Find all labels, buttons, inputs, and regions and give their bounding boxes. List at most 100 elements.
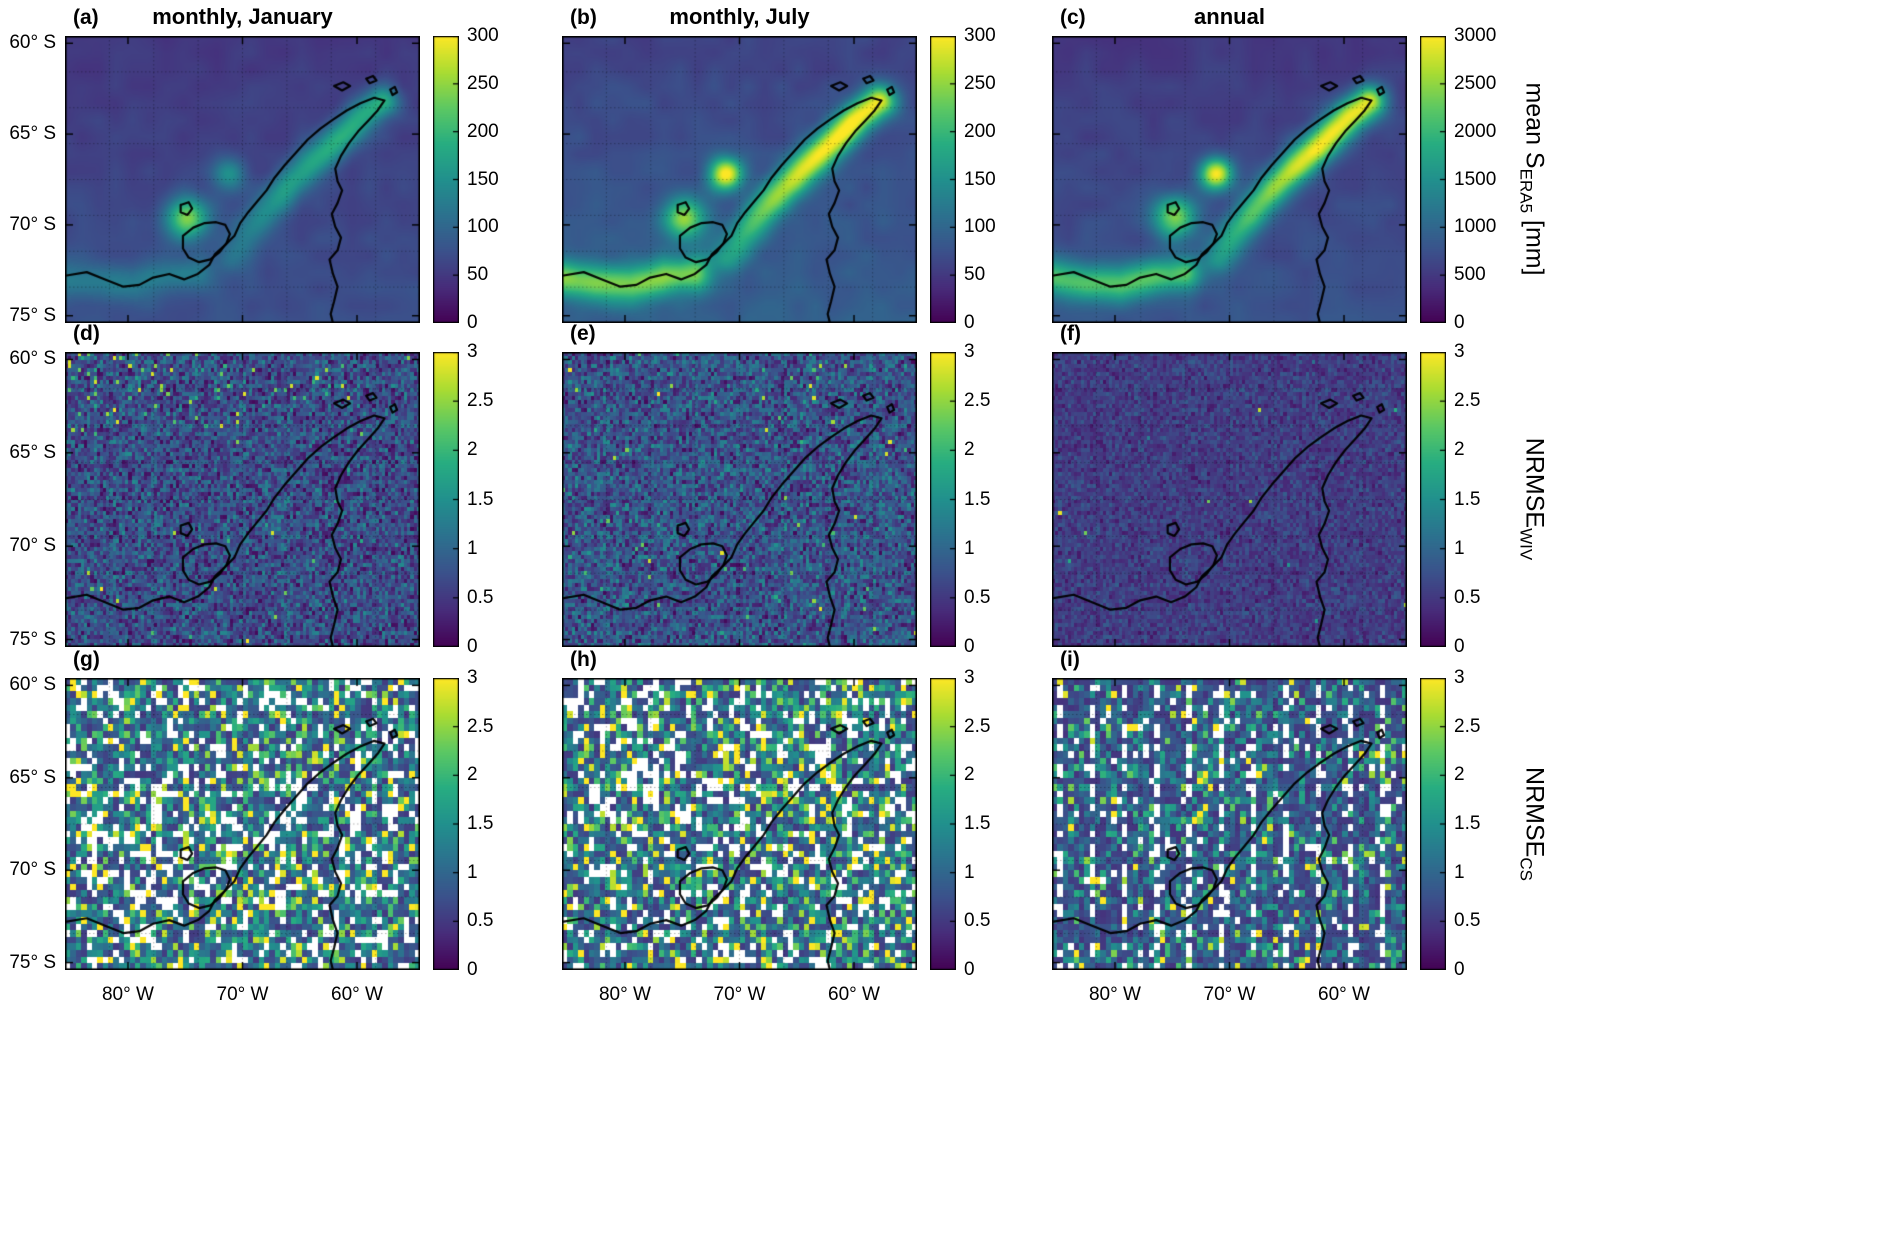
colorbar-tick-i-2: 2 — [1454, 764, 1465, 786]
x-tick-label-i-0: 80° W — [1088, 984, 1141, 1005]
colorbar-tick-f-3: 1.5 — [1454, 488, 1481, 510]
y-tick-label-a-3: 75° S — [9, 304, 56, 326]
colorbar-tick-e-5: 0.5 — [964, 586, 991, 608]
heatmap-canvas-a — [65, 36, 420, 323]
colorbar-tick-g-1: 2.5 — [467, 715, 494, 737]
colorbar-tick-h-3: 1.5 — [964, 813, 991, 834]
colorbar-tick-i-4: 1 — [1454, 861, 1465, 883]
panel-title-b: monthly, July — [669, 4, 810, 29]
ylabel-pre: NRMSE — [1520, 767, 1549, 858]
colorbar-tick-a-1: 250 — [467, 72, 499, 94]
y-tick-label-g-2: 70° S — [9, 859, 56, 881]
x-tick-label-g-2: 60° W — [331, 984, 383, 1005]
panel-letter-e: (e) — [570, 322, 596, 345]
x-tick-label-h-0: 80° W — [598, 984, 651, 1005]
ylabel-post: [mm] — [1520, 213, 1549, 276]
y-tick-label-g-1: 65° S — [9, 766, 56, 788]
colorbar-tick-f-0: 3 — [1454, 341, 1465, 362]
colorbar-g — [433, 678, 459, 970]
panel-letter-b: (b) — [570, 6, 597, 29]
colorbar-tick-d-4: 1 — [467, 537, 478, 559]
colorbar-i — [1420, 678, 1446, 970]
colorbar-tick-c-5: 500 — [1454, 264, 1486, 286]
colorbar-a — [433, 36, 459, 323]
ylabel-pre: mean S — [1520, 82, 1549, 169]
colorbar-f — [1420, 352, 1446, 647]
ylabel-sub: WIV — [1516, 528, 1536, 561]
heatmap-canvas-e — [562, 352, 917, 647]
y-tick-label-d-0: 60° S — [9, 348, 56, 370]
colorbar-tick-a-4: 100 — [467, 216, 499, 238]
colorbar-tick-d-2: 2 — [467, 439, 478, 461]
ylabel-sub: CS — [1516, 857, 1536, 881]
colorbar-tick-g-3: 1.5 — [467, 813, 494, 834]
panel-title-c: annual — [1194, 4, 1265, 29]
colorbar-tick-e-0: 3 — [964, 341, 975, 362]
colorbar-tick-a-0: 300 — [467, 25, 499, 46]
colorbar-tick-i-3: 1.5 — [1454, 813, 1481, 834]
heatmap-canvas-d — [65, 352, 420, 647]
colorbar-tick-c-6: 0 — [1454, 312, 1465, 333]
heatmap-canvas-g — [65, 678, 420, 970]
y-tick-label-a-2: 70° S — [9, 213, 56, 235]
colorbar-tick-g-2: 2 — [467, 764, 478, 786]
panel-title-a: monthly, January — [152, 4, 333, 29]
colorbar-tick-b-2: 200 — [964, 120, 996, 142]
x-tick-label-g-0: 80° W — [101, 984, 154, 1005]
y-tick-label-g-3: 75° S — [9, 951, 56, 973]
colorbar-tick-c-3: 1500 — [1454, 168, 1497, 190]
colorbar-tick-b-0: 300 — [964, 25, 996, 46]
colorbar-tick-e-2: 2 — [964, 439, 975, 461]
heatmap-canvas-f — [1052, 352, 1407, 647]
ylabel-pre: NRMSE — [1520, 437, 1549, 529]
colorbar-c — [1420, 36, 1446, 323]
colorbar-tick-h-1: 2.5 — [964, 715, 991, 737]
panel-letter-d: (d) — [73, 322, 100, 345]
colorbar-tick-h-2: 2 — [964, 764, 975, 786]
panel-letter-g: (g) — [73, 648, 100, 671]
colorbar-tick-b-4: 100 — [964, 216, 996, 238]
colorbar-tick-c-1: 2500 — [1454, 72, 1497, 94]
colorbar-tick-g-4: 1 — [467, 861, 478, 883]
colorbar-tick-a-5: 50 — [467, 264, 489, 286]
y-tick-label-d-2: 70° S — [9, 535, 56, 557]
colorbar-tick-b-6: 0 — [964, 312, 975, 333]
colorbar-tick-e-1: 2.5 — [964, 390, 991, 412]
colorbar-tick-f-2: 2 — [1454, 439, 1465, 461]
colorbar-tick-d-3: 1.5 — [467, 488, 494, 510]
colorbar-tick-i-5: 0.5 — [1454, 910, 1481, 932]
panel-letter-f: (f) — [1060, 322, 1081, 345]
colorbar-tick-i-0: 3 — [1454, 667, 1465, 688]
panel-letter-a: (a) — [73, 6, 99, 29]
colorbar-tick-d-6: 0 — [467, 636, 478, 657]
row-ylabel-mean-era5: mean SERA5 [mm] — [1516, 82, 1549, 275]
colorbar-tick-g-0: 3 — [467, 667, 478, 688]
colorbar-tick-e-4: 1 — [964, 537, 975, 559]
colorbar-tick-a-3: 150 — [467, 168, 499, 190]
colorbar-tick-h-5: 0.5 — [964, 910, 991, 932]
colorbar-tick-d-0: 3 — [467, 341, 478, 362]
colorbar-tick-a-6: 0 — [467, 312, 478, 333]
row-ylabel-nrmse-cs: NRMSECS — [1516, 767, 1549, 881]
x-tick-label-i-1: 70° W — [1203, 984, 1256, 1005]
y-tick-label-g-0: 60° S — [9, 674, 56, 696]
colorbar-tick-f-5: 0.5 — [1454, 586, 1481, 608]
panel-letter-c: (c) — [1060, 6, 1086, 29]
panel-letter-h: (h) — [570, 648, 597, 671]
row-ylabel-nrmse-wiv: NRMSEWIV — [1516, 438, 1549, 560]
colorbar-tick-c-4: 1000 — [1454, 216, 1497, 238]
colorbar-tick-b-3: 150 — [964, 168, 996, 190]
colorbar-tick-d-1: 2.5 — [467, 390, 494, 412]
x-tick-label-i-2: 60° W — [1318, 984, 1370, 1005]
colorbar-d — [433, 352, 459, 647]
y-tick-label-d-3: 75° S — [9, 628, 56, 650]
y-tick-label-d-1: 65° S — [9, 441, 56, 463]
colorbar-tick-c-0: 3000 — [1454, 25, 1497, 46]
colorbar-tick-h-6: 0 — [964, 959, 975, 980]
colorbar-tick-e-6: 0 — [964, 636, 975, 657]
y-tick-label-a-0: 60° S — [9, 32, 56, 54]
colorbar-tick-e-3: 1.5 — [964, 488, 991, 510]
colorbar-tick-g-6: 0 — [467, 959, 478, 980]
x-tick-label-h-2: 60° W — [828, 984, 880, 1005]
